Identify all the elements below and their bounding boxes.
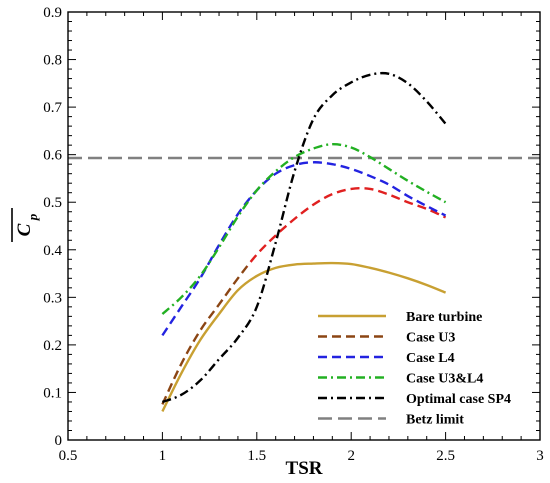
legend-label-optimal-case-sp4: Optimal case SP4	[406, 392, 511, 407]
y-tick-label: 0.3	[43, 290, 62, 306]
axes: 0.5 1 1.5 2 2.5 3 0 0.1 0.2 0.3 0.4 0.5 0.6 0.7 0.8 0.9	[43, 5, 544, 464]
y-tick-label: 0.9	[43, 5, 62, 21]
x-tick-label: 0.5	[59, 448, 78, 464]
x-tick-label: 2	[347, 448, 355, 464]
legend-label-case-u3-l4: Case U3&L4	[406, 372, 483, 387]
y-tick-label: 0.6	[43, 148, 62, 164]
y-axis-title-subscript: p	[25, 213, 40, 221]
series-line-case-u3	[161, 187, 447, 405]
y-axis-title: C p	[11, 208, 40, 242]
x-tick-label: 1	[159, 448, 167, 464]
legend: Bare turbine Case U3 Case L4 Case U3&L4 Opti…	[318, 310, 511, 428]
y-tick-label: 0.5	[43, 195, 62, 211]
x-tick-label: 2.5	[436, 448, 455, 464]
y-tick-label: 0.1	[43, 385, 62, 401]
y-tick-label: 0	[55, 433, 63, 449]
series-line-optimal-case-sp4	[161, 71, 447, 404]
legend-label-case-l4: Case L4	[406, 351, 455, 366]
legend-label-betz-limit: Betz limit	[406, 413, 464, 428]
legend-label-bare-turbine: Bare turbine	[406, 310, 482, 325]
x-axis-title: TSR	[286, 458, 323, 479]
y-tick-label: 0.7	[43, 100, 62, 116]
x-tick-label: 1.5	[247, 448, 266, 464]
x-tick-label: 3	[536, 448, 544, 464]
y-tick-label: 0.4	[43, 243, 62, 259]
series-line-case-u3-l4	[161, 143, 447, 315]
series-line-bare-turbine	[161, 261, 447, 413]
legend-label-case-u3: Case U3	[406, 331, 455, 346]
y-tick-label: 0.8	[43, 53, 62, 69]
plot-area	[68, 71, 540, 413]
y-axis-title-text: C	[14, 223, 35, 236]
plot-frame	[67, 11, 541, 441]
y-tick-label: 0.2	[43, 338, 62, 354]
